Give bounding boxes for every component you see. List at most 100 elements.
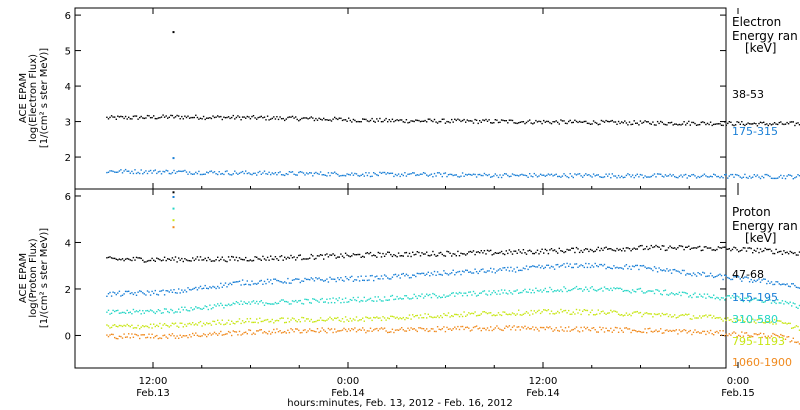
data-point [326,253,328,255]
data-point [589,287,592,289]
data-point [661,245,663,247]
data-point [532,265,534,267]
data-point [700,332,702,334]
data-point [529,314,531,316]
data-point [708,295,710,298]
data-point [468,251,470,253]
data-point [351,121,353,123]
data-point [274,278,277,280]
data-point [313,280,316,282]
data-point [656,245,659,248]
data-point [649,122,651,125]
data-point [536,289,539,292]
data-point [195,323,197,325]
data-point [568,265,570,267]
data-point [391,255,394,258]
data-point [764,322,766,324]
data-point [374,317,376,319]
data-point [646,176,648,178]
data-point [421,327,423,330]
data-point [560,308,562,311]
data-point [511,253,514,255]
data-point [763,176,765,179]
data-point [388,278,390,280]
electron-legend-175-315: 175-315 [732,125,778,138]
data-point [165,336,167,338]
data-point [670,175,673,177]
data-point [458,328,461,331]
data-point [585,248,587,250]
data-point [578,265,581,267]
data-point [249,303,252,305]
data-point [649,176,651,178]
data-point [188,334,191,336]
data-point [544,266,546,269]
data-point [592,327,595,329]
data-point [575,174,578,176]
data-point [574,173,576,175]
data-point [630,250,632,252]
data-point [736,174,738,176]
data-point [257,330,259,332]
data-point [316,328,319,330]
data-point [656,289,659,291]
data-point [293,279,295,281]
data-point [326,278,328,280]
data-point [380,327,383,329]
data-point [341,318,344,320]
data-point [330,318,333,320]
data-point [460,175,462,177]
data-point [440,329,442,331]
data-point [231,304,233,306]
data-point [561,264,564,266]
data-point [321,319,323,321]
data-point [112,333,114,336]
data-point [326,119,328,121]
data-point [293,256,295,258]
data-point [736,335,738,338]
data-point [752,123,754,125]
data-point [243,301,245,303]
data-point [744,276,746,278]
data-point [160,173,163,175]
data-point [357,120,359,123]
data-point [646,312,648,314]
data-point [201,308,203,310]
spike-point [172,191,175,194]
data-point [529,119,531,121]
data-point [775,334,777,336]
data-point [631,123,634,125]
data-point [385,319,387,321]
data-point [522,290,525,292]
data-point [733,331,735,333]
data-point [287,329,289,331]
data-point [368,330,370,332]
data-point [376,256,378,258]
data-point [396,256,398,258]
data-point [625,122,628,124]
data-point [699,245,701,248]
data-point [285,300,287,303]
data-point [173,335,175,337]
data-point [588,174,590,176]
data-point [669,122,671,124]
data-point [248,172,250,174]
data-point [792,302,794,304]
data-point [544,287,546,290]
data-point [291,317,294,319]
data-point [433,172,436,175]
data-point [767,299,769,301]
data-point [597,123,599,126]
data-point [514,250,517,252]
data-point [374,121,376,123]
data-point [397,274,400,276]
data-point [334,328,336,330]
data-point [625,327,628,329]
data-point [755,250,757,252]
data-point [650,123,652,125]
data-point [578,120,581,123]
data-point [580,288,582,290]
data-point [380,172,383,174]
data-point [617,120,620,123]
data-point [115,325,117,327]
